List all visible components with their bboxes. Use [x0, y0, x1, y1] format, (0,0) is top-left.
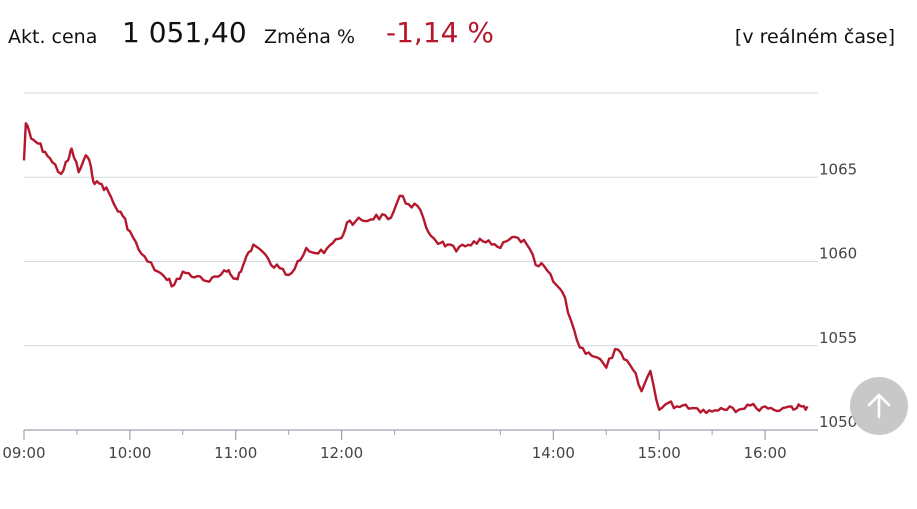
scroll-to-top-button[interactable]	[850, 377, 908, 435]
x-tick-label: 10:00	[108, 444, 151, 462]
y-tick-label: 1065	[819, 160, 857, 178]
x-tick-label: 14:00	[532, 444, 575, 462]
x-tick-label: 16:00	[743, 444, 786, 462]
y-tick-label: 1060	[819, 245, 857, 263]
price-series-line	[22, 122, 809, 415]
x-tick-label: 11:00	[214, 444, 257, 462]
realtime-indicator: [v reálném čase]	[734, 26, 895, 48]
y-tick-label: 1050	[819, 413, 857, 431]
arrow-up-icon	[867, 393, 891, 419]
x-tick-label: 12:00	[320, 444, 363, 462]
x-tick-label: 15:00	[638, 444, 681, 462]
quote-header: Akt. cena 1 051,40 Změna % -1,14 % [v re…	[0, 0, 917, 70]
change-percent-label: Změna %	[264, 26, 355, 48]
current-price-value: 1 051,40	[122, 16, 247, 49]
y-tick-label: 1055	[819, 329, 857, 347]
current-price-label: Akt. cena	[8, 26, 98, 48]
change-percent-value: -1,14 %	[386, 16, 494, 49]
x-tick-label: 09:00	[2, 444, 45, 462]
